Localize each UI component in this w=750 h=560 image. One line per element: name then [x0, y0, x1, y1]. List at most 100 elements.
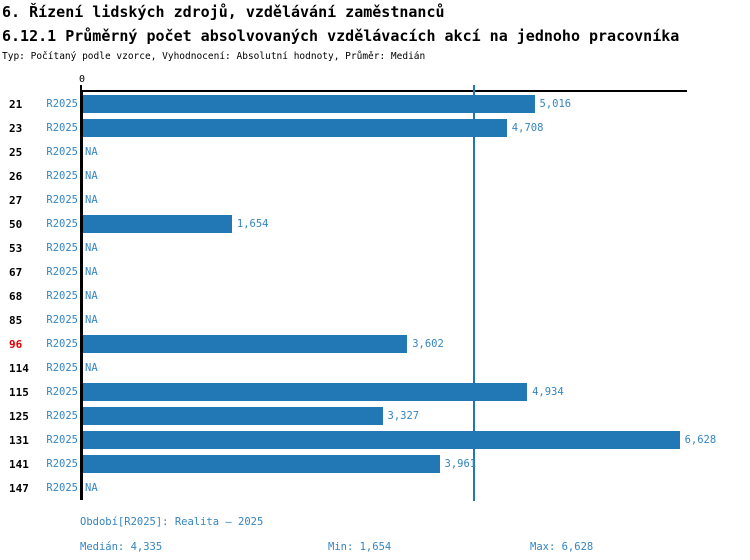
x-axis-tick: [80, 85, 82, 90]
row-category-label: 115: [9, 385, 29, 399]
row-period-label: R2025: [46, 98, 78, 110]
bar-value-label: 4,934: [532, 386, 564, 398]
row-bar-zone: NA: [83, 284, 750, 308]
bar-chart: 0 21 R2025 5,016 23 R2025 4,708 25 R2025 NA 26 R20…: [0, 74, 750, 501]
bar-value-label: 4,708: [511, 122, 544, 134]
bar-value-label: 5,016: [539, 98, 572, 110]
chart-row: 114 R2025 NA: [0, 356, 750, 380]
row-period-label: R2025: [46, 194, 78, 206]
chart-row: 147 R2025 NA: [0, 476, 750, 500]
chart-row: 50 R2025 1,654: [0, 212, 750, 236]
chart-row: 67 R2025 NA: [0, 260, 750, 284]
row-category-label: 147: [9, 481, 29, 495]
chart-meta-line: Typ: Počítaný podle vzorce, Vyhodnocení:…: [2, 51, 426, 62]
row-na-label: NA: [85, 146, 98, 158]
row-bar-zone: 6,628: [83, 428, 750, 452]
bar-value-label: 3,327: [387, 410, 420, 422]
chart-row: 125 R2025 3,327: [0, 404, 750, 428]
row-na-label: NA: [85, 194, 98, 206]
x-axis-line: [80, 90, 687, 92]
row-period-label: R2025: [46, 458, 78, 470]
median-line: [473, 85, 476, 501]
footer-period: Období[R2025]: Realita – 2025: [80, 516, 264, 528]
bar: [83, 119, 507, 137]
row-category-label: 131: [9, 433, 29, 447]
row-bar-zone: 3,327: [83, 404, 750, 428]
chart-row: 26 R2025 NA: [0, 164, 750, 188]
row-category-label: 96: [9, 337, 23, 351]
row-period-label: R2025: [46, 146, 78, 158]
row-na-label: NA: [85, 362, 98, 374]
row-bar-zone: 3,961: [83, 452, 750, 476]
row-period-label: R2025: [46, 410, 78, 422]
bar: [83, 335, 408, 353]
row-category-label: 50: [9, 217, 23, 231]
bar: [83, 431, 680, 449]
row-category-label: 125: [9, 409, 29, 423]
bar: [83, 407, 383, 425]
row-bar-zone: 3,602: [83, 332, 750, 356]
row-category-label: 53: [9, 241, 23, 255]
report-chapter-title: 6. Řízení lidských zdrojů, vzdělávání za…: [2, 3, 445, 21]
bar-value-label: 3,961: [444, 458, 477, 470]
bar: [83, 95, 535, 113]
chart-row: 96 R2025 3,602: [0, 332, 750, 356]
row-category-label: 26: [9, 169, 23, 183]
row-na-label: NA: [85, 482, 98, 494]
bar: [83, 215, 232, 233]
chart-row: 25 R2025 NA: [0, 140, 750, 164]
row-period-label: R2025: [46, 242, 78, 254]
row-bar-zone: 5,016: [83, 92, 750, 116]
row-category-label: 114: [9, 361, 29, 375]
row-bar-zone: NA: [83, 236, 750, 260]
chart-row: 85 R2025 NA: [0, 308, 750, 332]
row-bar-zone: NA: [83, 188, 750, 212]
row-period-label: R2025: [46, 434, 78, 446]
bar: [83, 383, 528, 401]
bar-value-label: 6,628: [684, 434, 717, 446]
bar-value-label: 1,654: [236, 218, 269, 230]
chart-row: 23 R2025 4,708: [0, 116, 750, 140]
chart-row: 131 R2025 6,628: [0, 428, 750, 452]
footer-median: Medián: 4,335: [80, 541, 163, 553]
row-category-label: 21: [9, 97, 23, 111]
chart-title: 6.12.1 Průměrný počet absolvovaných vzdě…: [2, 27, 680, 45]
row-period-label: R2025: [46, 482, 78, 494]
row-period-label: R2025: [46, 386, 78, 398]
row-bar-zone: 1,654: [83, 212, 750, 236]
row-period-label: R2025: [46, 338, 78, 350]
bar: [83, 455, 440, 473]
row-period-label: R2025: [46, 170, 78, 182]
footer-min: Min: 1,654: [328, 541, 392, 553]
row-period-label: R2025: [46, 362, 78, 374]
chart-row: 21 R2025 5,016: [0, 92, 750, 116]
chart-rows: 21 R2025 5,016 23 R2025 4,708 25 R2025 NA 26 R2025…: [0, 92, 750, 500]
row-period-label: R2025: [46, 218, 78, 230]
row-bar-zone: NA: [83, 260, 750, 284]
chart-row: 115 R2025 4,934: [0, 380, 750, 404]
row-bar-zone: NA: [83, 476, 750, 500]
row-period-label: R2025: [46, 122, 78, 134]
y-axis-line: [80, 90, 83, 500]
row-category-label: 25: [9, 145, 23, 159]
chart-row: 68 R2025 NA: [0, 284, 750, 308]
bar-value-label: 3,602: [412, 338, 444, 350]
row-bar-zone: NA: [83, 164, 750, 188]
chart-row: 141 R2025 3,961: [0, 452, 750, 476]
row-category-label: 27: [9, 193, 23, 207]
row-category-label: 67: [9, 265, 23, 279]
row-period-label: R2025: [46, 314, 78, 326]
row-period-label: R2025: [46, 266, 78, 278]
chart-row: 27 R2025 NA: [0, 188, 750, 212]
footer-max: Max: 6,628: [530, 541, 594, 553]
row-na-label: NA: [85, 266, 98, 278]
row-bar-zone: NA: [83, 308, 750, 332]
row-na-label: NA: [85, 170, 98, 182]
row-na-label: NA: [85, 290, 98, 302]
row-category-label: 23: [9, 121, 23, 135]
row-bar-zone: NA: [83, 140, 750, 164]
row-category-label: 141: [9, 457, 29, 471]
row-na-label: NA: [85, 314, 98, 326]
x-axis-tick-label: 0: [78, 74, 86, 85]
